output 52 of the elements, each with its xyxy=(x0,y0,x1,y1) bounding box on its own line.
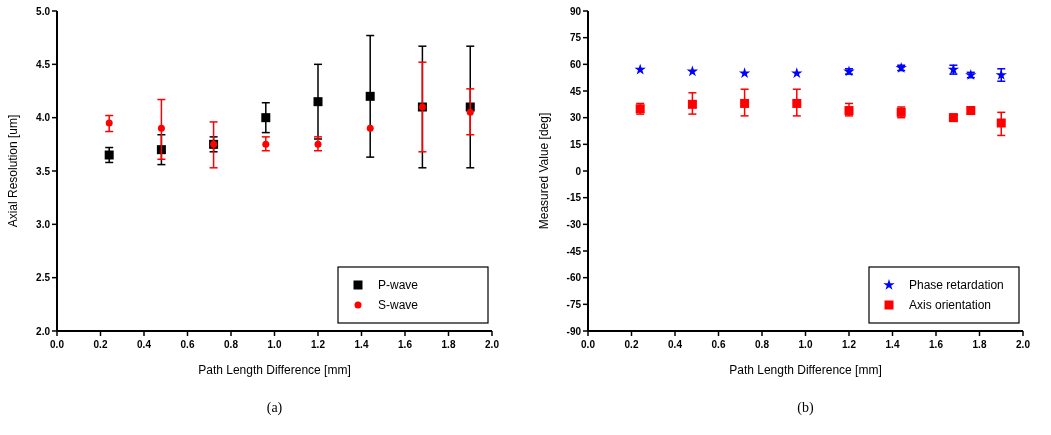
y-tick-label: -60 xyxy=(566,272,582,284)
y-tick-label: 4.0 xyxy=(36,112,51,124)
y-tick-label: 15 xyxy=(569,138,582,150)
x-axis-title: Path Length Difference [mm] xyxy=(729,363,882,377)
y-tick-label: 3.5 xyxy=(36,165,51,177)
legend-label: S-wave xyxy=(378,298,419,312)
y-tick-label: -75 xyxy=(566,298,582,310)
x-tick-label: 0.4 xyxy=(137,339,152,350)
x-tick-label: 0.6 xyxy=(711,339,726,350)
y-tick-label: 2.5 xyxy=(36,272,51,284)
x-tick-label: 0.8 xyxy=(755,339,770,350)
y-tick-label: 75 xyxy=(569,32,582,44)
x-tick-label: 1.8 xyxy=(972,339,987,350)
x-tick-label: 2.0 xyxy=(1016,339,1031,350)
legend-label: Axis orientation xyxy=(909,298,992,312)
x-tick-label: 0.0 xyxy=(50,339,65,350)
x-tick-label: 1.6 xyxy=(929,339,944,350)
text: (a) xyxy=(266,400,283,416)
y-tick-label: 3.0 xyxy=(36,218,51,230)
y-tick-label: -45 xyxy=(566,245,582,257)
y-tick-label: 60 xyxy=(569,58,582,70)
y-tick-label: 45 xyxy=(569,85,582,97)
x-tick-label: 0.2 xyxy=(93,339,108,350)
x-tick-label: 0.2 xyxy=(624,339,639,350)
y-tick-label: 4.5 xyxy=(36,58,51,70)
text: (b) xyxy=(797,400,814,416)
legend-label: Phase retardation xyxy=(909,278,1004,292)
x-tick-label: 1.8 xyxy=(441,339,456,350)
x-tick-label: 1.4 xyxy=(885,339,900,350)
x-tick-label: 2.0 xyxy=(485,339,500,350)
x-axis-title: Path Length Difference [mm] xyxy=(198,363,351,377)
y-tick-label: 30 xyxy=(569,112,582,124)
y-tick-label: -90 xyxy=(566,325,582,337)
x-tick-label: 1.2 xyxy=(311,339,326,350)
x-tick-label: 1.0 xyxy=(267,339,282,350)
y-tick-label: 5.0 xyxy=(36,5,51,17)
y-tick-label: 90 xyxy=(569,5,582,17)
x-tick-label: 0.4 xyxy=(668,339,683,350)
x-tick-label: 1.2 xyxy=(842,339,857,350)
x-tick-label: 0.6 xyxy=(180,339,195,350)
y-tick-label: -15 xyxy=(566,192,582,204)
y-axis-title: Axial Resolution [um] xyxy=(6,114,20,228)
y-tick-label: 2.0 xyxy=(36,325,51,337)
x-tick-label: 1.4 xyxy=(354,339,369,350)
y-axis-title: Measured Value [deg] xyxy=(537,112,551,230)
y-tick-label: 0 xyxy=(575,165,582,177)
y-tick-label: -30 xyxy=(566,218,582,230)
x-tick-label: 1.0 xyxy=(798,339,813,350)
x-tick-label: 1.6 xyxy=(398,339,413,350)
x-tick-label: 0.0 xyxy=(581,339,596,350)
x-tick-label: 0.8 xyxy=(224,339,239,350)
legend-label: P-wave xyxy=(378,278,419,292)
